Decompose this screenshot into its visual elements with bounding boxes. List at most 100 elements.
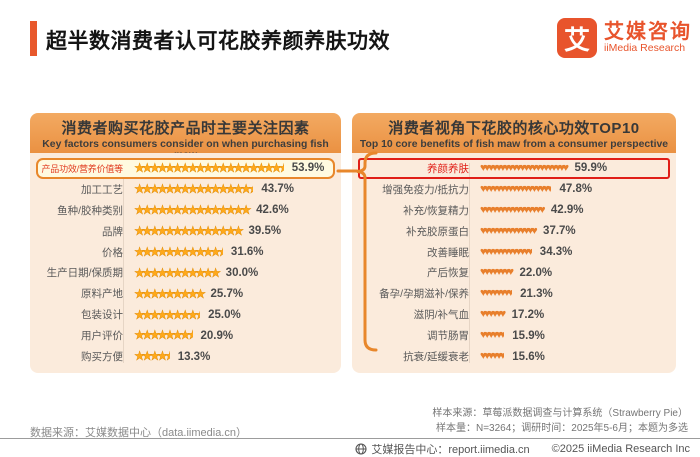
row-label: 生产日期/保质期 xyxy=(46,267,123,280)
brand-logo-icon: 艾 xyxy=(557,18,597,58)
heart-rating-icons: ♥♥♥♥♥♥♥♥ xyxy=(480,287,513,300)
value-label: 59.9% xyxy=(574,162,608,175)
chart-row: 调节肠胃 ♥♥♥♥♥♥ 15.9% xyxy=(358,325,670,346)
row-label: 增强免疫力/抵抗力 xyxy=(382,183,469,196)
sample-notes: 样本来源：草莓派数据调查与计算系统（Strawberry Pie） 样本量：N=… xyxy=(432,406,688,436)
row-label: 抗衰/延缓衰老 xyxy=(403,351,469,364)
chart-row: 抗衰/延缓衰老 ♥♥♥♥♥♥ 15.6% xyxy=(358,346,670,367)
heart-half-icon: ♥ xyxy=(527,246,532,258)
value-label: 39.5% xyxy=(248,225,282,238)
heart-rating-icons: ♥♥♥♥♥♥ xyxy=(480,329,505,342)
page-title: 超半数消费者认可花胶养颜养肤功效 xyxy=(46,30,390,53)
heart-half-icon: ♥ xyxy=(499,330,505,342)
heart-rating-icons: ♥♥♥♥♥♥♥♥♥♥♥♥♥♥♥♥♥♥♥♥♥♥ xyxy=(480,161,569,174)
chart-row: 原料产地 ★★★★★★★★★ 25.7% xyxy=(36,283,335,304)
report-center-text: 艾媒报告中心：report.iimedia.cn xyxy=(371,444,530,456)
star-rating-icons: ★★★★★★★★★★★★★★★★★★★★ xyxy=(134,162,284,175)
column-divider xyxy=(123,163,124,363)
chart-row: 补充胶原蛋白 ♥♥♥♥♥♥♥♥♥♥♥♥♥♥ 37.7% xyxy=(358,221,670,242)
star-half-icon: ★ xyxy=(218,246,223,259)
value-label: 34.3% xyxy=(539,246,573,259)
chart-row: 产后恢复 ♥♥♥♥♥♥♥♥ 22.0% xyxy=(358,263,670,284)
value-label: 25.7% xyxy=(210,287,244,300)
star-rating-icons: ★★★★★★★★★★★★★★★ xyxy=(134,203,252,218)
chart-row: 品牌 ★★★★★★★★★★★★★★ 39.5% xyxy=(36,221,335,242)
star-half-icon: ★ xyxy=(279,162,284,175)
heart-rating-icons: ♥♥♥♥♥♥♥♥♥♥♥♥♥♥♥♥♥♥ xyxy=(480,182,552,195)
row-label: 加工工艺 xyxy=(81,183,123,196)
chart-row: 生产日期/保质期 ★★★★★★★★★★★ 30.0% xyxy=(36,263,335,284)
star-rating-icons: ★★★★★★★★★★★★★★ xyxy=(134,223,244,238)
star-rating-icons: ★★★★★★★★★★★★ xyxy=(134,246,223,259)
row-label: 备孕/孕期滋补/保养 xyxy=(379,288,469,301)
row-label: 鱼种/胶种类别 xyxy=(57,204,123,217)
value-label: 53.9% xyxy=(291,162,325,175)
heart-half-icon: ♥ xyxy=(507,288,513,300)
star-rating-icons: ★★★★★★★★★ xyxy=(134,308,200,322)
chart-body: 养颜养肤 ♥♥♥♥♥♥♥♥♥♥♥♥♥♥♥♥♥♥♥♥♥♥ 59.9% 增强免疫力/抵抗力… xyxy=(352,153,676,373)
row-label: 产后恢复 xyxy=(427,267,469,280)
purchase-factors-chart: 消费者购买花胶产品时主要关注因素 Key factors consumers c… xyxy=(30,113,341,373)
heart-rating-icons: ♥♥♥♥♥♥ xyxy=(480,308,506,321)
brand-name-cn: 艾媒咨询 xyxy=(604,20,692,43)
value-label: 21.3% xyxy=(520,287,553,300)
value-label: 20.9% xyxy=(200,329,234,342)
star-half-icon: ★ xyxy=(195,309,200,322)
value-label: 47.8% xyxy=(559,183,593,196)
core-benefits-chart: 消费者视角下花胶的核心功效TOP10 Top 10 core benefits … xyxy=(352,113,676,373)
row-label: 补充胶原蛋白 xyxy=(406,225,469,238)
sample-size-note: 样本量：N=3264；调研时间：2025年5-6月；本题为多选 xyxy=(435,423,688,434)
row-label: 滋阴/补气血 xyxy=(413,309,469,322)
chart-body: 产品功效/营养价值等★★★★★★★★★★★★★★★★★★★★53.9%加工工艺★… xyxy=(30,153,341,373)
footer-divider xyxy=(0,438,700,439)
star-rating-icons: ★★★★★★★★★★★ xyxy=(134,265,222,280)
chart-row: 包装设计 ★★★★★★★★★ 25.0% xyxy=(36,304,335,325)
panel-title: 消费者视角下花胶的核心功效TOP10 xyxy=(388,120,640,137)
chart-row: 养颜养肤 ♥♥♥♥♥♥♥♥♥♥♥♥♥♥♥♥♥♥♥♥♥♥ 59.9% xyxy=(358,158,670,179)
panel-subtitle: Top 10 core benefits of fish maw from a … xyxy=(359,139,669,150)
row-label: 品牌 xyxy=(102,225,123,238)
row-label: 用户评价 xyxy=(81,330,123,343)
sample-source-note: 样本来源：草莓派数据调查与计算系统（Strawberry Pie） xyxy=(432,408,688,419)
value-label: 43.7% xyxy=(261,183,294,196)
row-label: 购买方便 xyxy=(81,351,123,364)
chart-row: 购买方便 ★★★★★ 13.3% xyxy=(36,346,335,367)
title-accent-bar xyxy=(30,21,37,56)
value-label: 42.9% xyxy=(550,204,584,217)
value-label: 31.6% xyxy=(230,246,264,259)
panel-header: 消费者购买花胶产品时主要关注因素 Key factors consumers c… xyxy=(30,113,341,161)
value-label: 17.2% xyxy=(511,308,545,321)
chart-row: 增强免疫力/抵抗力 ♥♥♥♥♥♥♥♥♥♥♥♥♥♥♥♥♥♥ 47.8% xyxy=(358,179,670,200)
row-label: 养颜养肤 xyxy=(427,162,469,175)
value-label: 25.0% xyxy=(208,308,241,321)
star-half-icon: ★ xyxy=(248,183,253,196)
value-label: 42.6% xyxy=(256,204,289,217)
value-label: 30.0% xyxy=(225,266,259,279)
chart-row: 价格 ★★★★★★★★★★★★ 31.6% xyxy=(36,242,335,263)
chart-row: 备孕/孕期滋补/保养 ♥♥♥♥♥♥♥♥ 21.3% xyxy=(358,283,670,304)
copyright-text: ©2025 iiMedia Research Inc xyxy=(551,443,690,455)
chart-row: 用户评价 ★★★★★★★★ 20.9% xyxy=(36,325,335,346)
chart-row: 加工工艺 ★★★★★★★★★★★★★★★★ 43.7% xyxy=(36,179,335,200)
heart-rating-icons: ♥♥♥♥♥♥♥♥♥♥♥♥♥♥♥♥ xyxy=(480,203,546,216)
chart-row: 滋阴/补气血 ♥♥♥♥♥♥ 17.2% xyxy=(358,304,670,325)
brand-logo-text: 艾媒咨询 iiMedia Research xyxy=(604,20,692,54)
star-rating-icons: ★★★★★★★★ xyxy=(134,329,193,342)
star-half-icon: ★ xyxy=(187,329,192,342)
heart-half-icon: ♥ xyxy=(546,183,552,195)
row-label: 补充/恢复精力 xyxy=(403,204,469,217)
star-rating-icons: ★★★★★ xyxy=(134,350,170,363)
data-source-note: 数据来源：艾媒数据中心（data.iimedia.cn） xyxy=(30,427,247,439)
star-rating-icons: ★★★★★★★★★ xyxy=(134,286,206,301)
value-label: 15.9% xyxy=(512,329,545,342)
globe-icon xyxy=(355,443,367,455)
chart-row: 改善睡眠 ♥♥♥♥♥♥♥♥♥♥♥♥♥ 34.3% xyxy=(358,242,670,263)
row-label: 价格 xyxy=(102,246,123,259)
heart-half-icon: ♥ xyxy=(499,351,505,363)
star-rating-icons: ★★★★★★★★★★★★★★★★ xyxy=(134,183,254,196)
panel-title: 消费者购买花胶产品时主要关注因素 xyxy=(61,120,310,137)
heart-rating-icons: ♥♥♥♥♥♥ xyxy=(480,350,505,363)
row-label: 原料产地 xyxy=(81,288,123,301)
row-label: 产品功效/营养价值等 xyxy=(41,163,123,174)
heart-rating-icons: ♥♥♥♥♥♥♥♥ xyxy=(480,266,514,279)
